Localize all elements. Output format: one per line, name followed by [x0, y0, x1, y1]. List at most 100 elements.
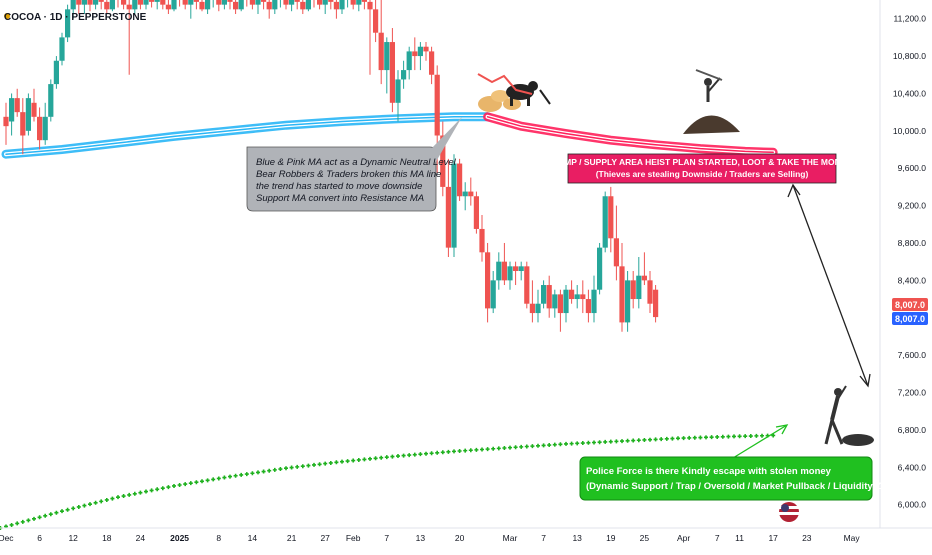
candle-body [289, 0, 295, 5]
y-tick-label: 10,400.0 [893, 88, 926, 98]
green-ma-point [323, 461, 328, 466]
green-ma-point [513, 445, 518, 450]
green-ma-point [200, 479, 204, 484]
candle-body [126, 4, 132, 10]
candle-body [109, 0, 115, 10]
green-ma-point [222, 475, 227, 480]
heist-note-callout: DUMP / SUPPLY AREA HEIST PLAN STARTED, L… [552, 153, 852, 184]
green-ma-point [32, 516, 36, 521]
flag-logo-icon [779, 502, 799, 522]
green-ma-point [429, 451, 434, 456]
candle-body [647, 280, 653, 304]
candle-body [630, 280, 636, 300]
time-axis: Dec 6 12 18 24 2025 8 14 21 27 Feb 7 13 20 Mar 7 13 19 25 A… [0, 533, 860, 543]
green-ma-point [317, 462, 322, 467]
chart-header: COCOA · 1D · PEPPERSTONE [4, 12, 147, 23]
x-tick-label: 23 [802, 533, 812, 543]
x-tick-label: 18 [102, 533, 112, 543]
green-ma-point [99, 499, 104, 504]
green-ma-point [704, 435, 708, 440]
candle-body [339, 0, 345, 10]
x-tick-label: 17 [768, 533, 778, 543]
target-arrow [787, 183, 871, 388]
green-ma-point [760, 433, 764, 438]
green-ma-point [194, 480, 199, 485]
green-ma-point [569, 441, 574, 446]
x-tick-label: 13 [572, 533, 582, 543]
green-ma-point [480, 447, 484, 452]
candle-body [149, 0, 155, 2]
green-ma-point [9, 522, 14, 527]
candle-body [53, 60, 59, 85]
green-ma-point [625, 438, 630, 443]
ma-note-line-2: Bear Robbers & Traders broken this MA li… [256, 169, 441, 180]
x-tick-label: 11 [735, 533, 744, 543]
green-ma-point [351, 458, 356, 463]
pink-ma-band [483, 112, 778, 157]
green-ma-point [390, 454, 395, 459]
x-tick-label: 13 [416, 533, 426, 543]
heist-note-line-2: (Thieves are stealing Downside / Traders… [596, 169, 809, 179]
candle-body [283, 0, 289, 5]
green-ma-point [295, 464, 300, 469]
candle-body [9, 98, 15, 122]
green-ma-point [216, 476, 221, 481]
candle-body [445, 186, 451, 248]
green-ma-point [172, 483, 176, 488]
ma-note-callout: Blue & Pink MA act as a Dynamic Neutral … [246, 117, 462, 212]
green-ma-point [104, 497, 109, 502]
last-price-label: 8,007.0 [895, 300, 925, 310]
green-ma-point [603, 439, 608, 444]
green-ma-point [160, 486, 165, 491]
candle-body [65, 9, 71, 38]
candle-body [48, 84, 54, 117]
candle-body [563, 289, 569, 314]
candle-body [266, 1, 272, 10]
green-ma-point [726, 434, 731, 439]
candle-body [104, 1, 110, 10]
green-ma-point [127, 492, 132, 497]
green-ma-point [93, 500, 98, 505]
green-ma-point [188, 481, 193, 486]
candle-body [160, 0, 166, 5]
green-ma-point [71, 506, 76, 511]
candle-body [546, 285, 552, 309]
green-ma-point [737, 434, 742, 439]
candle-body [608, 196, 614, 239]
candle-body [233, 1, 239, 10]
green-ma-point [754, 433, 759, 438]
y-tick-label: 8,800.0 [898, 238, 927, 248]
blue-ma-band [1, 112, 493, 159]
green-ma-point [356, 457, 361, 462]
candle-body [518, 266, 524, 272]
candle-body [367, 1, 373, 10]
green-ma-point [211, 477, 216, 482]
police-pointer [732, 424, 788, 459]
x-tick-label: Feb [346, 533, 361, 543]
candle-body [238, 0, 244, 10]
candle-body [602, 196, 608, 248]
dirt-pile-illustration [683, 69, 740, 134]
candle-body [378, 32, 384, 71]
green-ma-point [121, 494, 126, 499]
green-ma-point [648, 437, 652, 442]
green-ma-point [384, 455, 389, 460]
green-ma-point [116, 495, 120, 500]
green-ma-point [440, 450, 445, 455]
y-tick-label: 9,600.0 [898, 163, 927, 173]
candle-body [384, 42, 390, 71]
candle-body [221, 0, 227, 5]
green-ma-point [743, 434, 748, 439]
green-ma-point [239, 472, 244, 477]
candle-body [496, 261, 502, 281]
candle-body [255, 0, 261, 5]
x-tick-label: 7 [541, 533, 546, 543]
candle-body [193, 0, 199, 2]
green-ma-point [424, 451, 428, 456]
green-ma-point [278, 467, 283, 472]
candle-body [580, 294, 586, 300]
green-ma-point [642, 437, 647, 442]
candle-body [541, 285, 547, 304]
candle-body [317, 0, 323, 5]
x-tick-label: 6 [37, 533, 42, 543]
